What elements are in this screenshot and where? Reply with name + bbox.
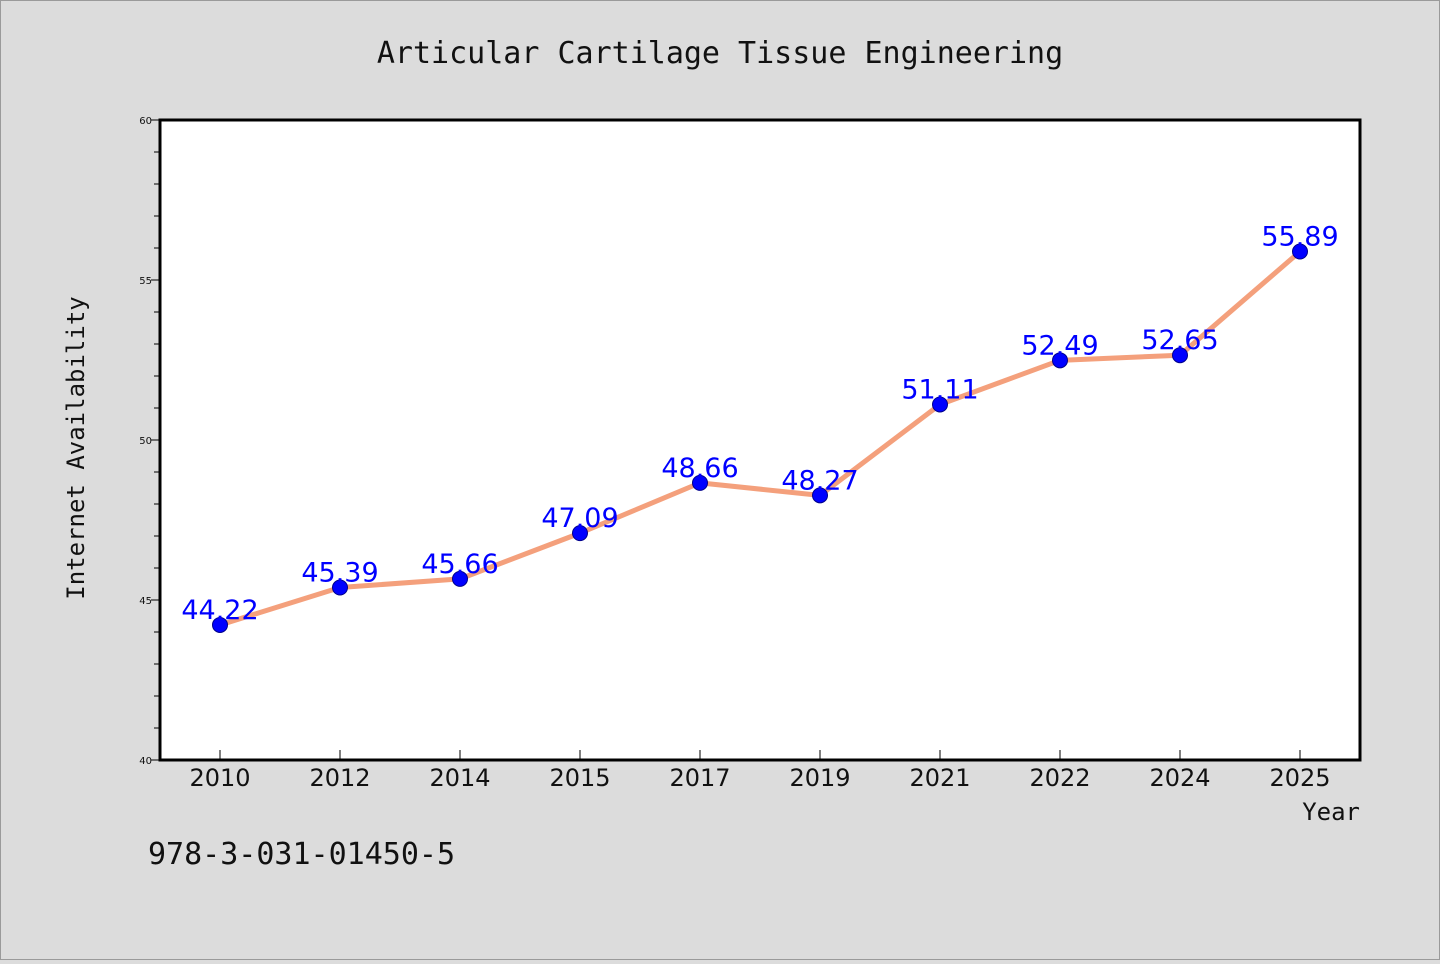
x-tick-label: 2024: [1149, 764, 1210, 792]
plot-area: [160, 120, 1360, 760]
data-label: 55.89: [1261, 222, 1338, 253]
data-point: [572, 525, 588, 542]
x-axis-title: Year: [1302, 798, 1360, 826]
data-label: 44.22: [181, 595, 258, 626]
x-tick-label: 2021: [909, 764, 970, 792]
footer-isbn: 978-3-031-01450-5: [148, 837, 455, 872]
plot-frame: [158, 118, 1362, 762]
x-axis: 2010 2012 2014 2015 2017 2019 2021 2022 2024 2025: [189, 750, 1331, 792]
x-tick-label: 2022: [1029, 764, 1090, 792]
chart-title: Articular Cartilage Tissue Engineering: [377, 36, 1063, 71]
y-tick-label: 50: [139, 436, 152, 447]
data-point: [1172, 347, 1188, 364]
data-point: [452, 570, 468, 587]
x-tick-label: 2017: [669, 764, 730, 792]
data-point: [332, 579, 348, 596]
series-line: [217, 249, 1303, 628]
x-tick-label: 2019: [789, 764, 850, 792]
data-label: 48.27: [781, 465, 858, 496]
x-tick-label: 2015: [549, 764, 610, 792]
data-label: 52.49: [1021, 330, 1098, 361]
data-point: [1292, 243, 1308, 260]
data-point: [212, 616, 228, 633]
data-label: 45.66: [421, 549, 498, 580]
y-tick-label: 40: [139, 756, 152, 767]
x-tick-label: 2012: [309, 764, 370, 792]
y-tick-label: 60: [139, 116, 152, 127]
data-label: 52.65: [1141, 325, 1218, 356]
x-tick-label: 2010: [189, 764, 250, 792]
data-point: [692, 474, 708, 491]
x-tick-label: 2025: [1269, 764, 1330, 792]
y-tick-label: 45: [139, 596, 152, 607]
data-point: [932, 396, 948, 413]
data-label: 45.39: [301, 558, 378, 589]
y-axis-title: Internet Availability: [62, 296, 90, 599]
data-label: 51.11: [901, 374, 978, 405]
y-tick-label: 55: [139, 276, 152, 287]
series-markers: [212, 243, 1308, 633]
data-labels: 44.22 45.39 45.66 47.09 48.66 48.27 51.11 52.49…: [181, 222, 1338, 626]
data-label: 47.09: [541, 503, 618, 534]
data-label: 48.66: [661, 453, 738, 484]
data-point: [1052, 352, 1068, 369]
data-point: [812, 487, 828, 504]
x-tick-label: 2014: [429, 764, 490, 792]
